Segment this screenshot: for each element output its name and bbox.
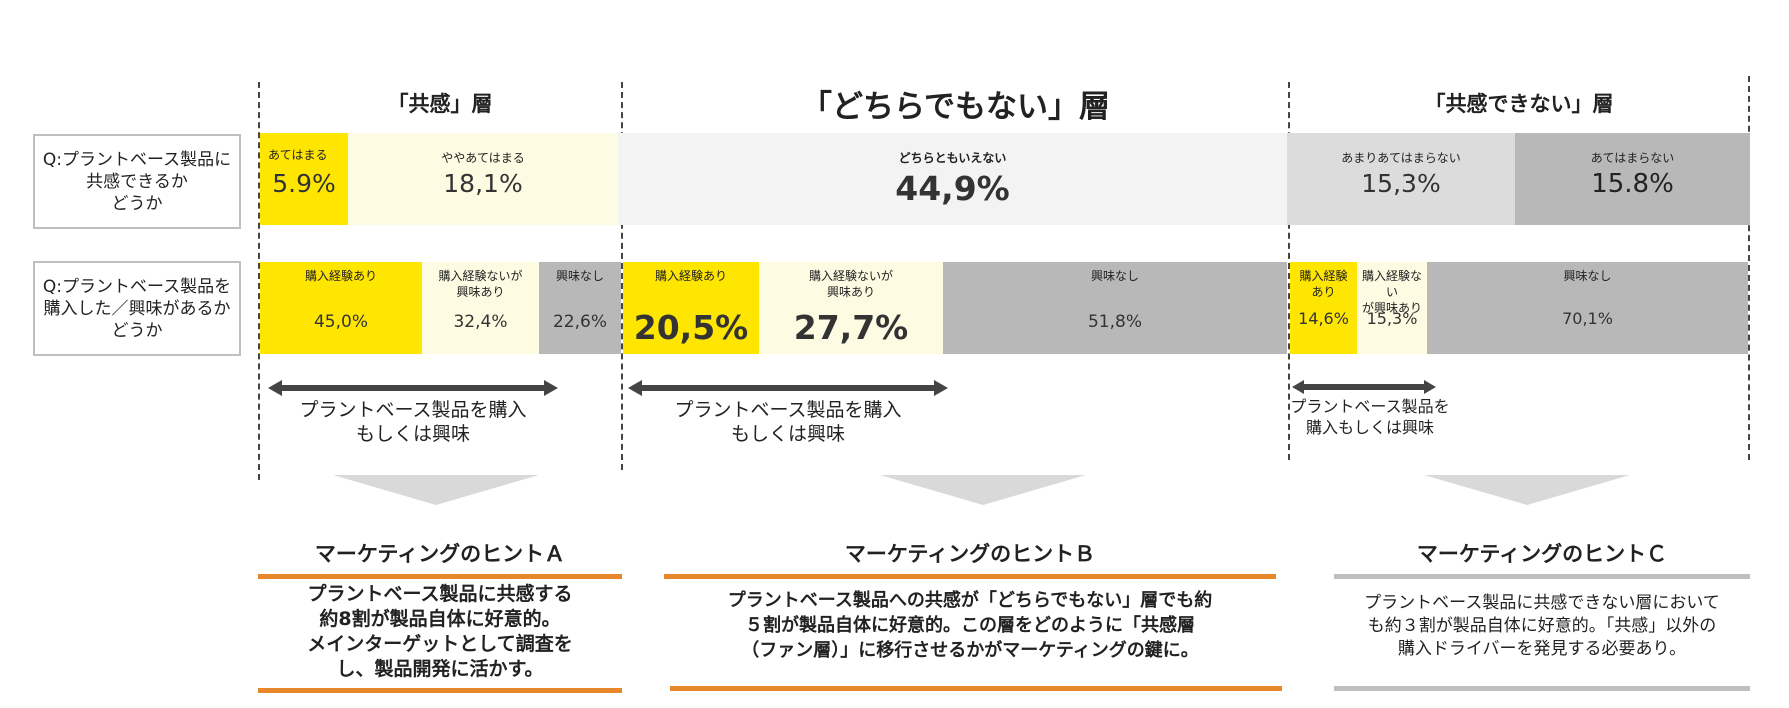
sympathy-bar-2: ややあてはまる 18,1% <box>348 133 618 225</box>
separator-line-1 <box>258 82 260 480</box>
purchase-bar-2-2-value: 27,7% <box>793 308 909 347</box>
sympathy-bar-3-label: どちらともいえない <box>898 151 1007 165</box>
down-chevron-a <box>333 475 539 505</box>
sympathy-bar-5-value: 15.8% <box>1591 169 1674 199</box>
purchase-bar-3-1: 購入経験 あり 14,6% <box>1290 262 1357 354</box>
sympathy-bar-1-label: あてはまる <box>268 148 328 162</box>
purchase-bar-2-3: 興味なし 51,8% <box>943 262 1287 354</box>
purchase-bar-1-2: 購入経験ないが 興味あり 32,4% <box>422 262 539 354</box>
purchase-bar-2-1-label: 購入経験あり <box>654 269 727 283</box>
hint-a-body: プラントベース製品に共感する 約8割が製品自体に好意的。 メインターゲットとして… <box>307 583 573 680</box>
separator-line-3 <box>1288 82 1290 460</box>
sympathy-bar-3-value: 44,9% <box>895 169 1010 208</box>
sympathy-bar-2-label: ややあてはまる <box>441 151 525 165</box>
hint-b-bottom-line <box>670 686 1282 691</box>
sympathy-bar-1: あてはまる 5.9% <box>260 133 348 225</box>
purchase-bar-3-1-value: 14,6% <box>1298 309 1349 328</box>
sympathy-bar-4-label: あまりあてはまらない <box>1341 151 1461 165</box>
arrow-label-a: プラントベース製品を購入 もしくは興味 <box>299 399 527 445</box>
hint-c-top-line <box>1334 574 1750 579</box>
purchase-bar-1-1-value: 45,0% <box>313 312 368 332</box>
purchase-bar-1-1: 購入経験あり 45,0% <box>260 262 422 354</box>
layer-title-neutral: 「どちらでもない」層 <box>800 88 1111 125</box>
purchase-bar-1-1-label: 購入経験あり <box>304 269 377 283</box>
purchase-bar-2-3-value: 51,8% <box>1087 312 1142 332</box>
double-arrow-c <box>1292 380 1436 394</box>
sympathy-bar-5-label: あてはまらない <box>1590 151 1675 165</box>
hint-a-top-line <box>258 574 622 579</box>
purchase-bar-2-2: 購入経験ないが 興味あり 27,7% <box>759 262 943 354</box>
sympathy-bar-3: どちらともいえない 44,9% <box>618 133 1287 225</box>
down-chevron-b <box>880 475 1086 505</box>
purchase-bar-3-1-label: 購入経験 あり <box>1299 269 1348 299</box>
hint-b-body: プラントベース製品への共感が「どちらでもない」層でも約 ５割が製品自体に好意的。… <box>727 590 1213 661</box>
purchase-bar-1-3-value: 22,6% <box>552 312 607 332</box>
purchase-bar-2-3-label: 興味なし <box>1090 269 1139 283</box>
purchase-bar-1-2-label: 購入経験ないが 興味あり <box>438 269 523 299</box>
purchase-bar-3-3: 興味なし 70,1% <box>1427 262 1748 354</box>
double-arrow-a <box>268 380 558 396</box>
separator-line-2 <box>621 82 623 470</box>
purchase-bar-2-1: 購入経験あり 20,5% <box>623 262 759 354</box>
question-box-1: Q:プラントベース製品に 共感できるか どうか <box>33 134 241 229</box>
question-box-2: Q:プラントベース製品を 購入した／興味があるか どうか <box>33 261 241 356</box>
purchase-bar-3-3-label: 興味なし <box>1563 269 1612 283</box>
purchase-bar-1-2-value: 32,4% <box>453 312 508 332</box>
purchase-bar-1-3-label: 興味なし <box>555 269 604 283</box>
hint-b-top-line <box>664 574 1276 579</box>
purchase-bar-3-2: 購入経験ない が興味あり 15,3% <box>1357 262 1427 354</box>
purchase-bar-2-1-value: 20,5% <box>633 308 749 347</box>
double-arrow-b <box>628 380 948 396</box>
purchase-bar-3-2-value: 15,3% <box>1366 309 1418 328</box>
arrow-label-c: プラントベース製品を 購入もしくは興味 <box>1290 397 1450 437</box>
hint-a-title: マーケティングのヒントＡ <box>314 542 566 566</box>
sympathy-bar-1-value: 5.9% <box>272 169 336 198</box>
separator-line-4 <box>1748 76 1750 460</box>
hint-c-body: プラントベース製品に共感できない層において も約３割が製品自体に好意的。「共感」… <box>1364 593 1720 659</box>
purchase-bar-row: 購入経験あり 45,0% 購入経験ないが 興味あり 32,4% 興味なし 22,6% 購入経… <box>260 262 1750 354</box>
purchase-bar-2-2-label: 購入経験ないが 興味あり <box>808 269 893 299</box>
purchase-bar-3-2-label: 購入経験ない が興味あり <box>1361 269 1422 315</box>
sympathy-bar-5: あてはまらない 15.8% <box>1515 133 1750 225</box>
hint-c-title: マーケティングのヒントＣ <box>1416 542 1668 566</box>
hint-b-title: マーケティングのヒントＢ <box>844 542 1096 566</box>
down-chevron-c <box>1424 475 1630 505</box>
hint-c-bottom-line <box>1334 686 1750 691</box>
sympathy-bar-4-value: 15,3% <box>1361 169 1441 198</box>
layer-title-no-sympathy: 「共感できない」層 <box>1424 92 1614 116</box>
purchase-bar-3-3-value: 70,1% <box>1562 309 1613 328</box>
sympathy-bar-4: あまりあてはまらない 15,3% <box>1287 133 1515 225</box>
hint-a-bottom-line <box>258 688 622 693</box>
sympathy-bar-row: あてはまる 5.9% ややあてはまる 18,1% どちらともいえない 44,9% あまりあて… <box>260 133 1750 225</box>
arrow-label-b: プラントベース製品を購入 もしくは興味 <box>674 399 902 445</box>
sympathy-bar-2-value: 18,1% <box>443 169 523 198</box>
purchase-bar-1-3: 興味なし 22,6% <box>539 262 621 354</box>
layer-title-sympathy: 「共感」層 <box>387 92 493 116</box>
